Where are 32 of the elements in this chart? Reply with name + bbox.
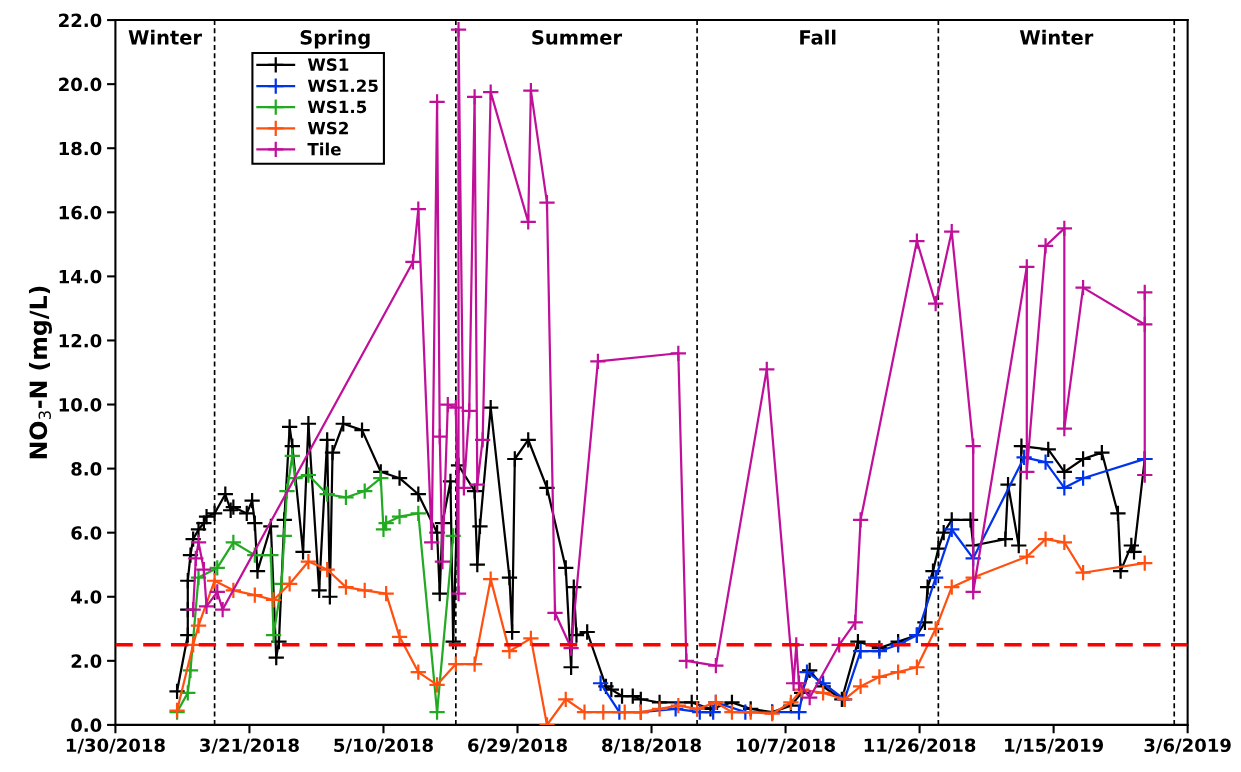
y-tick-label: 22.0 (59, 13, 102, 28)
y-axis-title: NO$_{3}$-N (mg/L) (28, 286, 52, 459)
x-tick-label: 10/7/2018 (737, 738, 835, 754)
legend-label: Tile (307, 142, 341, 156)
y-tick-label: 6.0 (71, 526, 102, 540)
y-tick-label: 0.0 (71, 718, 102, 733)
x-tick-label: 3/21/2018 (200, 738, 299, 754)
legend-label: WS1.25 (307, 79, 378, 93)
y-tick-label: 12.0 (59, 333, 102, 348)
x-tick-label: 6/29/2018 (468, 738, 567, 754)
y-tick-label: 8.0 (71, 462, 102, 476)
legend-label: WS1 (307, 58, 349, 71)
annotation: Summer (532, 30, 622, 45)
x-tick-label: 11/26/2018 (864, 738, 976, 754)
x-tick-label: 1/30/2018 (66, 738, 165, 754)
x-tick-label: 5/10/2018 (334, 738, 433, 754)
y-tick-label: 14.0 (59, 269, 102, 284)
y-tick-label: 20.0 (59, 77, 102, 92)
annotation: Spring (300, 29, 370, 49)
y-tick-label: 2.0 (71, 654, 102, 668)
y-tick-label: 4.0 (71, 590, 102, 604)
x-tick-label: 1/15/2019 (1005, 738, 1104, 754)
y-tick-label: 18.0 (59, 141, 102, 156)
annotation: Winter (1019, 29, 1094, 45)
annotation: Winter (128, 29, 202, 45)
legend-label: WS2 (307, 121, 348, 135)
annotation: Fall (800, 29, 836, 45)
legend-label: WS1.5 (307, 100, 367, 114)
x-tick-label: 8/18/2018 (602, 738, 701, 754)
x-tick-label: 3/6/2019 (1144, 738, 1231, 754)
y-tick-label: 16.0 (59, 205, 102, 220)
y-tick-label: 10.0 (59, 397, 102, 412)
